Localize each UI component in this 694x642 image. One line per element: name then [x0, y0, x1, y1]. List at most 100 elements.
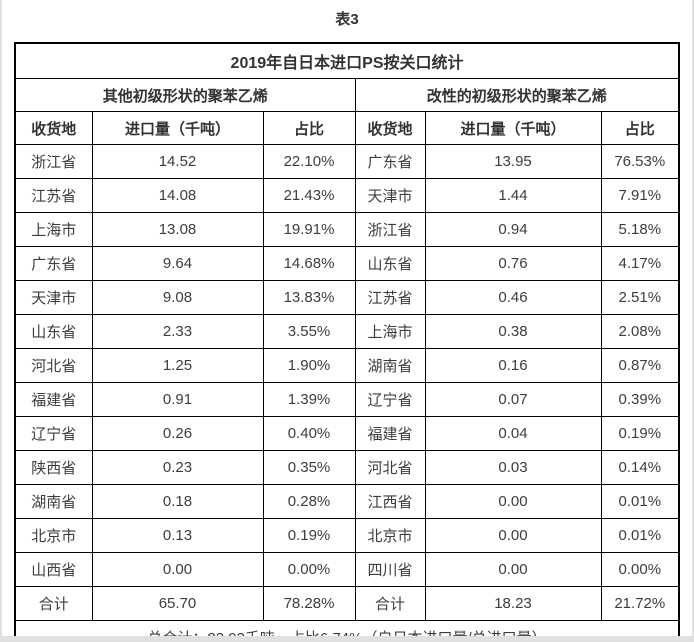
import-qty-cell-right: 0.00	[424, 552, 602, 587]
page-edge-right	[692, 0, 694, 642]
table-row: 辽宁省 0.26 0.40% 福建省 0.04 0.19%	[14, 416, 680, 451]
table-row: 天津市 9.08 13.83% 江苏省 0.46 2.51%	[14, 280, 680, 315]
import-qty-cell-left: 0.26	[91, 416, 264, 451]
import-qty-cell-right: 0.03	[424, 450, 602, 485]
import-qty-cell-right: 0.04	[424, 416, 602, 451]
share-cell-right: 0.00%	[600, 552, 680, 587]
table-row: 陕西省 0.23 0.35% 河北省 0.03 0.14%	[14, 450, 680, 485]
region-cell-left: 湖南省	[14, 484, 93, 519]
import-qty-cell-right: 18.23	[424, 586, 602, 621]
table-caption: 表3	[335, 11, 359, 28]
import-qty-cell-right: 0.00	[424, 518, 602, 553]
import-qty-cell-left: 14.52	[91, 144, 264, 179]
region-cell-right: 湖南省	[354, 348, 426, 383]
import-qty-cell-right: 0.94	[424, 212, 602, 247]
share-cell-right: 21.72%	[600, 586, 680, 621]
import-qty-cell-left: 0.91	[91, 382, 264, 417]
table-row: 福建省 0.91 1.39% 辽宁省 0.07 0.39%	[14, 382, 680, 417]
region-cell-right: 四川省	[354, 552, 426, 587]
share-cell-left: 0.40%	[262, 416, 356, 451]
import-qty-cell-left: 9.08	[91, 280, 264, 315]
share-cell-right: 7.91%	[600, 178, 680, 213]
import-qty-cell-right: 0.76	[424, 246, 602, 281]
share-cell-right: 2.51%	[600, 280, 680, 315]
region-cell-left: 辽宁省	[14, 416, 93, 451]
share-cell-left: 22.10%	[262, 144, 356, 179]
share-cell-right: 5.18%	[600, 212, 680, 247]
share-cell-left: 3.55%	[262, 314, 356, 349]
region-cell-right: 广东省	[354, 144, 426, 179]
import-qty-cell-left: 13.08	[91, 212, 264, 247]
region-cell-right: 浙江省	[354, 212, 426, 247]
region-cell-left: 福建省	[14, 382, 93, 417]
region-cell-left: 陕西省	[14, 450, 93, 485]
region-cell-left: 广东省	[14, 246, 93, 281]
import-qty-cell-left: 0.13	[91, 518, 264, 553]
table-row: 山西省 0.00 0.00% 四川省 0.00 0.00%	[14, 552, 680, 587]
share-cell-right: 0.87%	[600, 348, 680, 383]
table-row: 河北省 1.25 1.90% 湖南省 0.16 0.87%	[14, 348, 680, 383]
column-header-row: 收货地 进口量（千吨） 占比 收货地 进口量（千吨） 占比	[14, 111, 680, 145]
table-row: 湖南省 0.18 0.28% 江西省 0.00 0.01%	[14, 484, 680, 519]
table-row: 浙江省 14.52 22.10% 广东省 13.95 76.53%	[14, 144, 680, 179]
region-cell-left: 山东省	[14, 314, 93, 349]
column-header-region-right: 收货地	[354, 111, 426, 145]
region-cell-left: 北京市	[14, 518, 93, 553]
table-row: 上海市 13.08 19.91% 浙江省 0.94 5.18%	[14, 212, 680, 247]
share-cell-left: 0.00%	[262, 552, 356, 587]
share-cell-right: 0.01%	[600, 484, 680, 519]
table-row: 北京市 0.13 0.19% 北京市 0.00 0.01%	[14, 518, 680, 553]
import-qty-cell-right: 0.00	[424, 484, 602, 519]
region-cell-right: 山东省	[354, 246, 426, 281]
region-cell-left: 合计	[14, 586, 93, 621]
import-qty-cell-right: 0.07	[424, 382, 602, 417]
table-row: 广东省 9.64 14.68% 山东省 0.76 4.17%	[14, 246, 680, 281]
import-qty-cell-right: 1.44	[424, 178, 602, 213]
import-qty-cell-left: 0.00	[91, 552, 264, 587]
import-qty-cell-right: 0.16	[424, 348, 602, 383]
share-cell-left: 0.28%	[262, 484, 356, 519]
table-row: 江苏省 14.08 21.43% 天津市 1.44 7.91%	[14, 178, 680, 213]
region-cell-left: 河北省	[14, 348, 93, 383]
table-title: 2019年自日本进口PS按关口统计	[14, 42, 680, 79]
region-cell-left: 江苏省	[14, 178, 93, 213]
column-header-share-right: 占比	[600, 111, 680, 145]
column-header-region-left: 收货地	[14, 111, 93, 145]
table-title-row: 2019年自日本进口PS按关口统计	[14, 42, 680, 79]
section-header-right: 改性的初级形状的聚苯乙烯	[354, 78, 680, 112]
share-cell-left: 0.19%	[262, 518, 356, 553]
share-cell-right: 0.14%	[600, 450, 680, 485]
share-cell-left: 21.43%	[262, 178, 356, 213]
import-qty-cell-left: 1.25	[91, 348, 264, 383]
share-cell-right: 76.53%	[600, 144, 680, 179]
share-cell-left: 0.35%	[262, 450, 356, 485]
region-cell-right: 辽宁省	[354, 382, 426, 417]
import-qty-cell-right: 13.95	[424, 144, 602, 179]
table-body: 2019年自日本进口PS按关口统计 其他初级形状的聚苯乙烯 改性的初级形状的聚苯…	[14, 42, 680, 642]
import-stats-table: 2019年自日本进口PS按关口统计 其他初级形状的聚苯乙烯 改性的初级形状的聚苯…	[14, 42, 681, 642]
import-qty-cell-left: 9.64	[91, 246, 264, 281]
section-header-row: 其他初级形状的聚苯乙烯 改性的初级形状的聚苯乙烯	[14, 78, 680, 112]
share-cell-right: 0.19%	[600, 416, 680, 451]
region-cell-right: 河北省	[354, 450, 426, 485]
share-cell-left: 1.39%	[262, 382, 356, 417]
share-cell-left: 13.83%	[262, 280, 356, 315]
page-edge-left	[0, 0, 2, 642]
column-header-qty-right: 进口量（千吨）	[424, 111, 602, 145]
share-cell-left: 14.68%	[262, 246, 356, 281]
region-cell-left: 天津市	[14, 280, 93, 315]
region-cell-right: 上海市	[354, 314, 426, 349]
page-edge-bottom	[0, 636, 694, 642]
share-cell-right: 4.17%	[600, 246, 680, 281]
import-qty-cell-left: 2.33	[91, 314, 264, 349]
share-cell-left: 78.28%	[262, 586, 356, 621]
import-qty-cell-left: 0.18	[91, 484, 264, 519]
import-qty-cell-left: 0.23	[91, 450, 264, 485]
region-cell-right: 合计	[354, 586, 426, 621]
import-qty-cell-right: 0.46	[424, 280, 602, 315]
column-header-qty-left: 进口量（千吨）	[91, 111, 264, 145]
region-cell-right: 福建省	[354, 416, 426, 451]
region-cell-right: 北京市	[354, 518, 426, 553]
share-cell-left: 19.91%	[262, 212, 356, 247]
import-qty-cell-left: 14.08	[91, 178, 264, 213]
